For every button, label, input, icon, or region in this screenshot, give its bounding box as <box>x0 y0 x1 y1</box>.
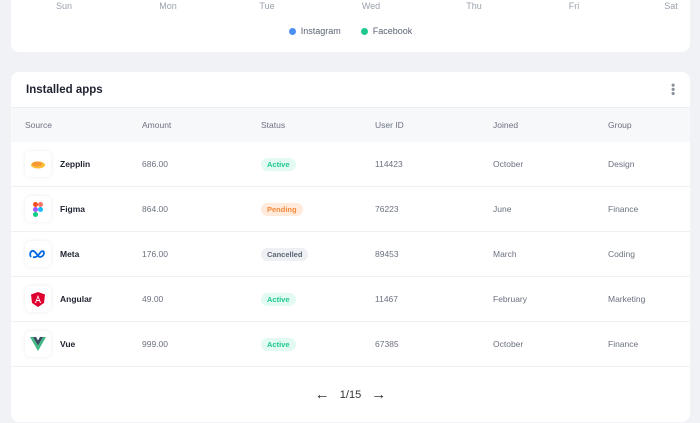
table-row[interactable]: Angular 49.00 Active 11467 February Mark… <box>11 277 690 322</box>
page-indicator: 1/15 <box>339 388 362 401</box>
table-row[interactable]: Meta 176.00 Cancelled 89453 March Coding <box>11 232 690 277</box>
amount-cell: 49.00 <box>142 294 164 304</box>
source-cell: Zepplin <box>11 151 142 177</box>
column-header: Status <box>261 120 286 130</box>
vue-icon <box>25 331 51 357</box>
source-name: Zepplin <box>60 159 91 169</box>
amount-cell: 686.00 <box>142 159 168 169</box>
joined-cell: October <box>493 339 524 349</box>
figma-icon <box>25 196 51 222</box>
x-tick-label: Tue <box>259 1 275 11</box>
next-page-icon[interactable]: → <box>371 386 387 403</box>
legend-dot-icon <box>360 27 368 35</box>
chart-card: Sun Mon Tue Wed Thu Fri Sat Instagram Fa… <box>11 0 690 52</box>
table-header: Source Amount Status User ID Joined Grou… <box>11 108 690 142</box>
status-cell: Pending <box>261 202 375 216</box>
previous-page-icon[interactable]: ← <box>314 386 330 403</box>
joined-cell: February <box>493 294 528 304</box>
table-row[interactable]: Zepplin 686.00 Active 114423 October Des… <box>11 142 690 187</box>
legend-label: Instagram <box>300 26 341 36</box>
legend-dot-icon <box>288 27 296 35</box>
group-cell: Coding <box>608 249 635 259</box>
column-header: Group <box>608 120 632 130</box>
status-cell: Active <box>261 157 375 171</box>
card-title: Installed apps <box>26 83 103 96</box>
x-tick-label: Thu <box>466 1 482 11</box>
status-badge: Active <box>261 337 296 351</box>
amount-cell: 864.00 <box>142 204 168 214</box>
x-tick-label: Sat <box>664 1 678 11</box>
column-header: Amount <box>142 120 172 130</box>
pagination: ← 1/15 → <box>11 386 690 403</box>
source-name: Angular <box>60 294 93 304</box>
legend-label: Facebook <box>372 26 413 36</box>
status-badge: Cancelled <box>261 247 309 261</box>
legend-item-instagram[interactable]: Instagram <box>288 26 341 36</box>
joined-cell: March <box>493 249 517 259</box>
source-name: Vue <box>60 339 76 349</box>
group-cell: Marketing <box>608 294 646 304</box>
group-cell: Finance <box>608 204 639 214</box>
user-id-cell: 67385 <box>375 339 399 349</box>
joined-cell: June <box>493 204 512 214</box>
table-row[interactable]: Vue 999.00 Active 67385 October Finance <box>11 322 690 367</box>
meta-icon <box>25 241 51 267</box>
column-header: User ID <box>375 120 404 130</box>
legend-item-facebook[interactable]: Facebook <box>360 26 413 36</box>
status-cell: Cancelled <box>261 247 375 261</box>
table-row[interactable]: Figma 864.00 Pending 76223 June Finance <box>11 187 690 232</box>
amount-cell: 999.00 <box>142 339 168 349</box>
source-cell: Meta <box>11 241 142 267</box>
status-badge: Active <box>261 292 296 306</box>
card-header: Installed apps ••• <box>11 72 690 108</box>
zeplin-icon <box>25 151 51 177</box>
source-cell: Vue <box>11 331 142 357</box>
more-options-icon[interactable]: ••• <box>666 83 680 96</box>
status-badge: Active <box>261 157 296 171</box>
angular-icon <box>25 286 51 312</box>
x-tick-label: Mon <box>159 1 177 11</box>
x-tick-label: Sun <box>55 1 73 11</box>
column-header: Joined <box>493 120 519 130</box>
user-id-cell: 11467 <box>375 294 399 304</box>
chart-legend: Instagram Facebook <box>11 26 690 36</box>
joined-cell: October <box>493 159 524 169</box>
user-id-cell: 89453 <box>375 249 399 259</box>
x-tick-label: Wed <box>361 1 381 11</box>
group-cell: Finance <box>608 339 639 349</box>
source-name: Figma <box>60 204 86 214</box>
column-header: Source <box>25 120 52 130</box>
amount-cell: 176.00 <box>142 249 168 259</box>
source-cell: Angular <box>11 286 142 312</box>
group-cell: Design <box>608 159 635 169</box>
status-cell: Active <box>261 292 375 306</box>
installed-apps-card: Installed apps ••• Source Amount Status … <box>11 72 690 422</box>
x-axis: Sun Mon Tue Wed Thu Fri Sat <box>11 1 690 12</box>
source-name: Meta <box>60 249 80 259</box>
user-id-cell: 76223 <box>375 204 399 214</box>
status-badge: Pending <box>261 202 303 216</box>
x-tick-label: Fri <box>568 1 580 11</box>
source-cell: Figma <box>11 196 142 222</box>
status-cell: Active <box>261 337 375 351</box>
user-id-cell: 114423 <box>375 159 403 169</box>
